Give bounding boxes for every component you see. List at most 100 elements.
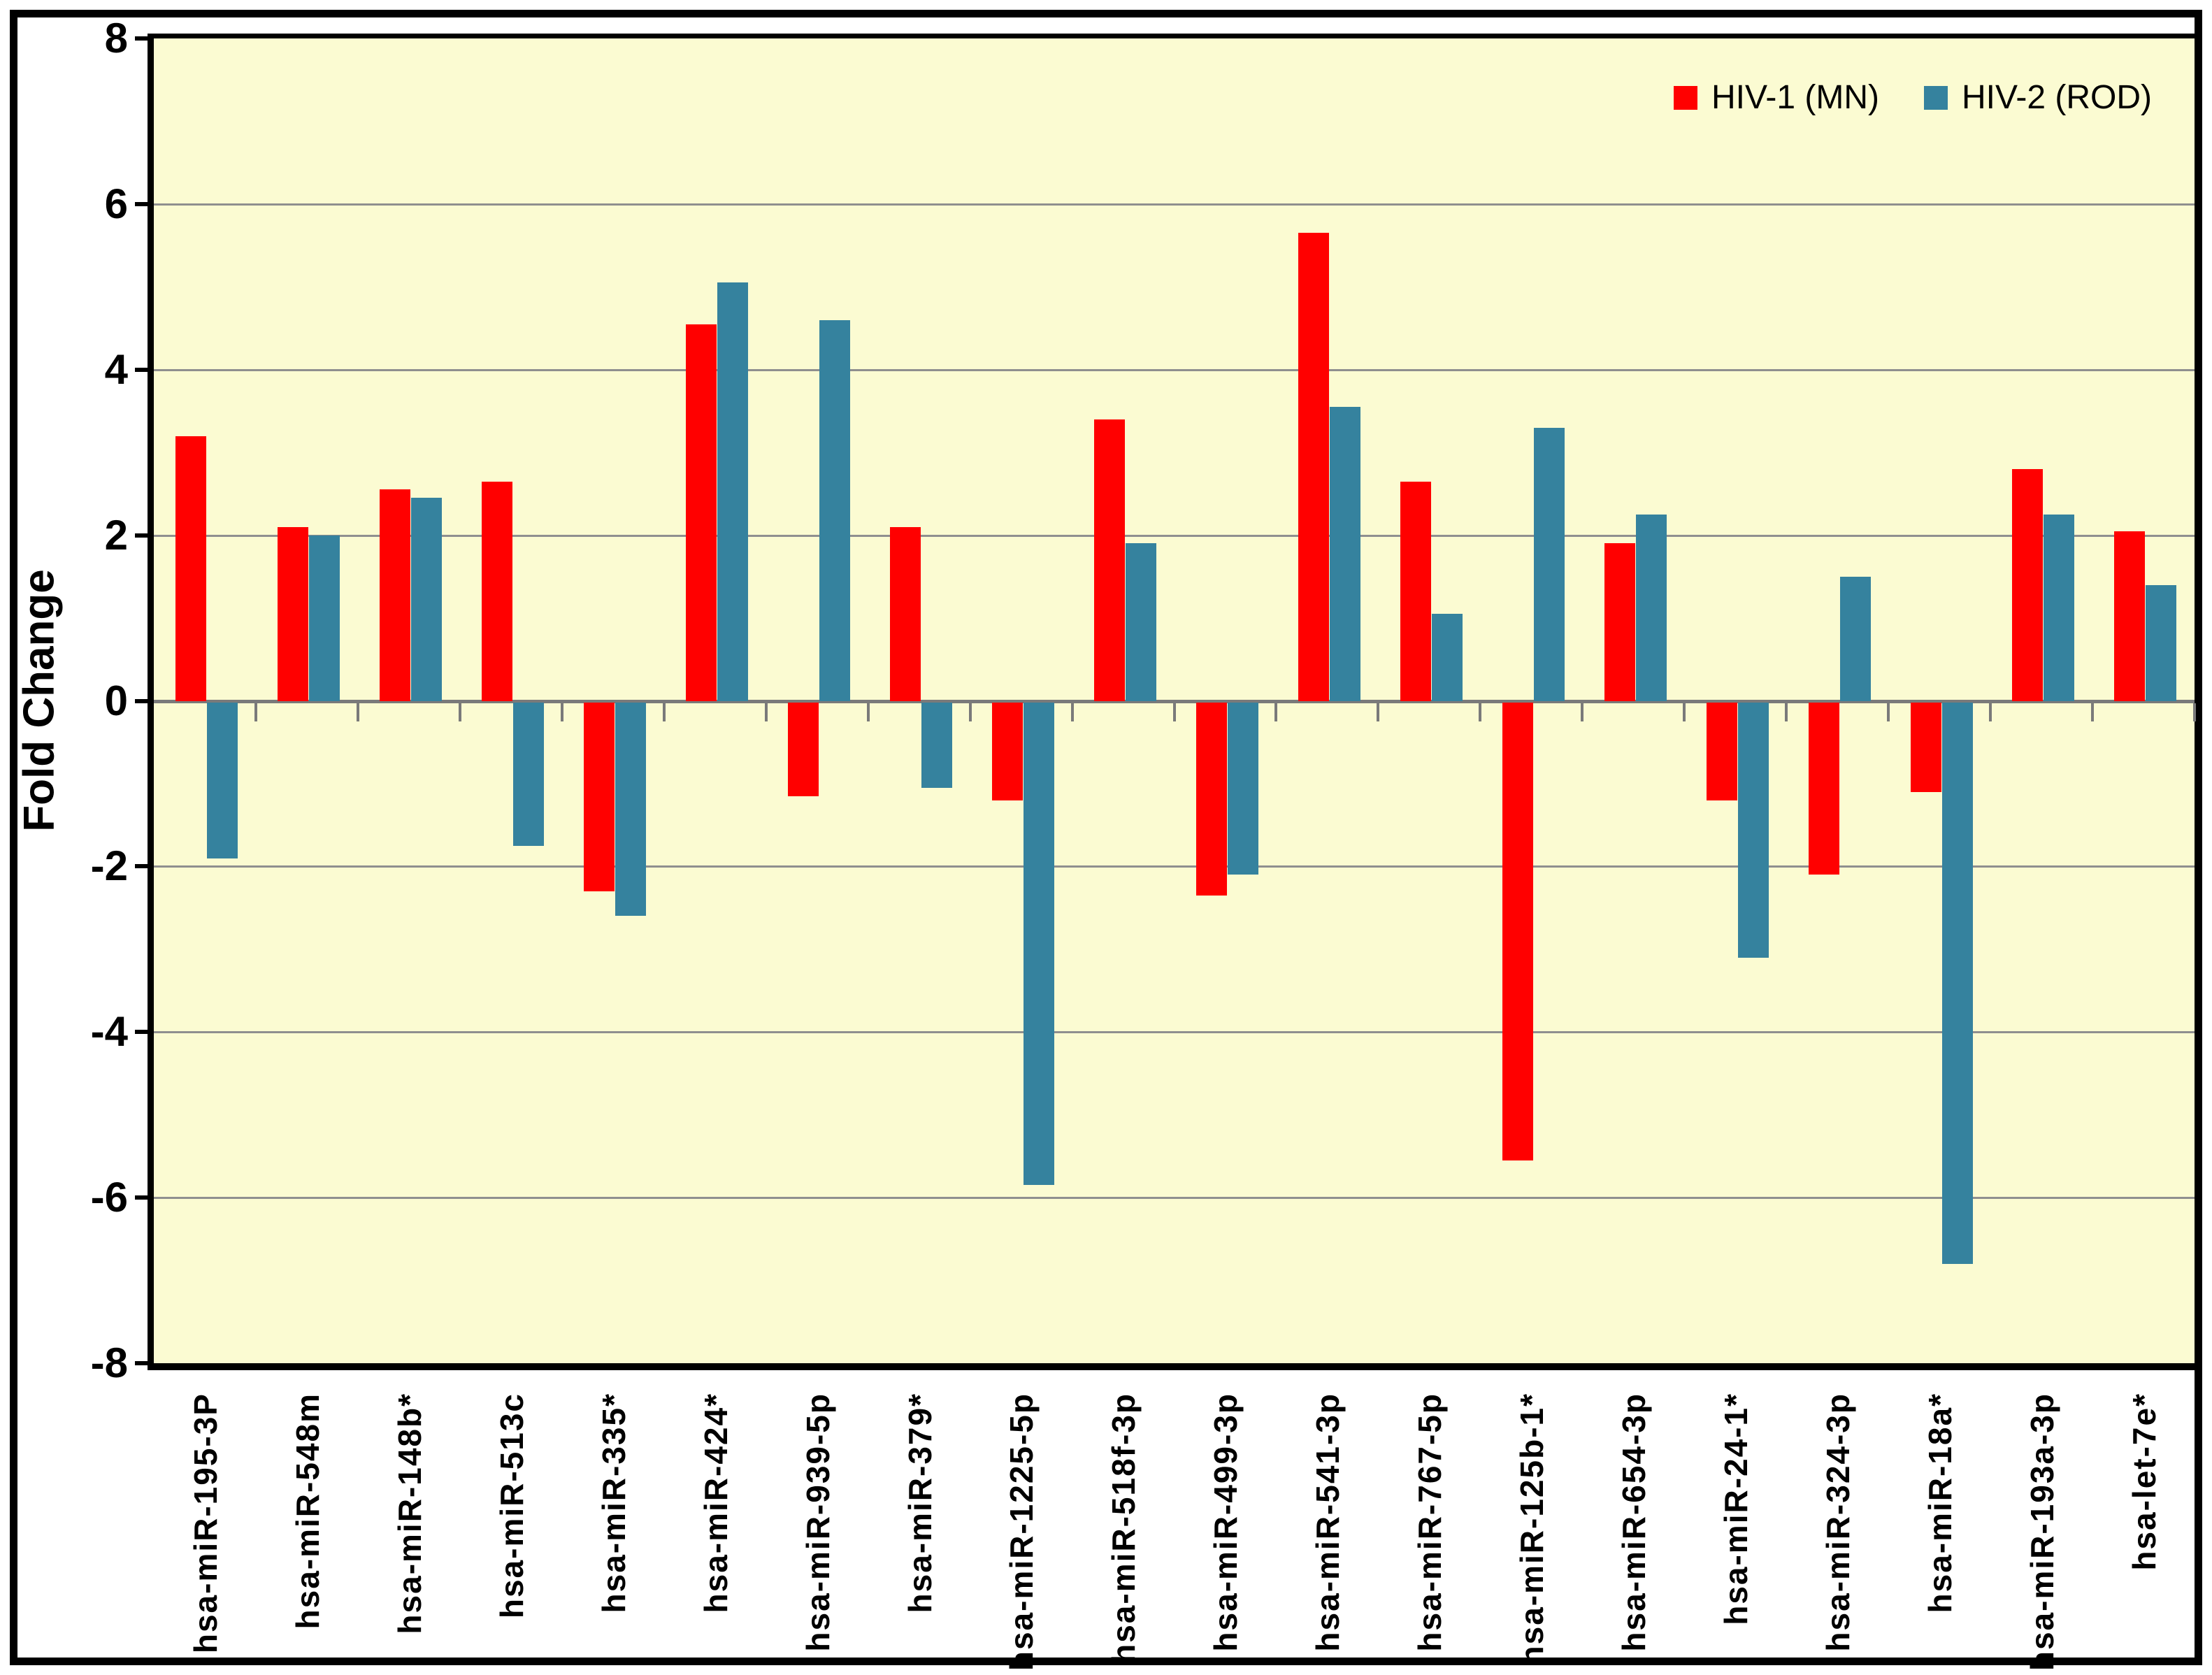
category-label: hsa-miR-148b* [392, 1393, 428, 1634]
bar-hiv2 [1840, 576, 1871, 701]
legend-swatch-hiv1-icon [1673, 86, 1697, 110]
bar-hiv2 [1126, 543, 1156, 701]
bar-hiv1 [482, 481, 512, 701]
category-label: hsa-miR-1225-5p [1003, 1393, 1040, 1672]
x-tick [2193, 703, 2196, 721]
bar-hiv1 [686, 324, 717, 701]
x-tick [1070, 703, 1074, 721]
x-tick [1479, 703, 1482, 721]
bar-hiv2 [411, 498, 442, 701]
x-tick [1581, 703, 1584, 721]
y-tick-label: -4 [90, 1008, 128, 1056]
category-label: hsa-miR-379* [902, 1393, 938, 1613]
bar-hiv2 [819, 319, 850, 701]
bar-hiv2 [1024, 702, 1054, 1186]
y-tick [135, 1195, 148, 1200]
y-tick-label: -6 [90, 1174, 128, 1221]
category-label: hsa-miR-324-3p [1820, 1393, 1856, 1652]
bar-hiv1 [175, 436, 206, 701]
category-label: hsa-miR-939-5p [800, 1393, 836, 1652]
category-label: hsa-miR-513c [494, 1393, 530, 1619]
bar-hiv1 [788, 702, 819, 796]
bar-hiv2 [309, 535, 340, 701]
x-tick [1172, 703, 1176, 721]
bar-hiv1 [1604, 543, 1635, 701]
category-label: hsa-miR-499-3p [1207, 1393, 1244, 1652]
y-tick-label: -8 [90, 1339, 128, 1386]
x-tick [1989, 703, 1992, 721]
x-tick [458, 703, 461, 721]
bar-hiv1 [1502, 702, 1533, 1160]
legend-label-hiv2: HIV-2 (ROD) [1961, 79, 2152, 116]
category-label: hsa-miR-18a* [1922, 1393, 1958, 1613]
y-tick [135, 201, 148, 206]
bar-hiv2 [921, 702, 952, 788]
bar-hiv1 [1400, 481, 1431, 701]
legend: HIV-1 (MN) HIV-2 (ROD) [1673, 78, 2152, 117]
bar-hiv1 [1298, 233, 1329, 701]
bar-hiv1 [380, 489, 410, 701]
category-label: hsa-miR-125b-1* [1514, 1393, 1550, 1666]
category-label: hsa-miR-654-3p [1616, 1393, 1652, 1652]
x-tick [1377, 703, 1380, 721]
bar-hiv1 [278, 526, 308, 701]
y-tick [135, 864, 148, 869]
y-tick-label: 0 [104, 677, 128, 724]
y-tick [135, 1361, 148, 1365]
bar-hiv1 [584, 702, 615, 891]
x-tick [1683, 703, 1686, 721]
category-label: hsa-miR-335* [596, 1393, 632, 1613]
bar-hiv1 [2012, 468, 2043, 701]
x-tick [968, 703, 972, 721]
legend-item-hiv2: HIV-2 (ROD) [1923, 78, 2152, 117]
category-label: hsa-miR-518f-3p [1105, 1393, 1142, 1664]
bar-hiv2 [1942, 702, 1973, 1264]
bar-hiv2 [207, 702, 238, 858]
bar-hiv1 [2114, 531, 2145, 701]
gridline [154, 1031, 2195, 1034]
x-tick [254, 703, 257, 721]
x-tick [2091, 703, 2095, 721]
category-label: hsa-miR-195-3P [187, 1393, 224, 1654]
zero-line [154, 699, 2195, 703]
x-tick [1785, 703, 1788, 721]
x-tick [560, 703, 563, 721]
gridline [154, 534, 2195, 537]
bar-hiv2 [1636, 515, 1667, 701]
bar-hiv2 [615, 702, 646, 916]
x-tick [764, 703, 768, 721]
bar-hiv2 [1534, 427, 1565, 701]
legend-item-hiv1: HIV-1 (MN) [1673, 78, 1879, 117]
bar-hiv2 [1330, 407, 1360, 701]
y-tick-label: -2 [90, 842, 128, 890]
bar-hiv2 [717, 282, 748, 701]
y-tick-label: 4 [104, 345, 128, 393]
y-tick [135, 36, 148, 41]
bar-hiv1 [992, 702, 1023, 800]
y-tick-label: 8 [104, 15, 128, 62]
gridline [154, 203, 2195, 206]
bar-hiv2 [2146, 584, 2176, 701]
bar-hiv1 [1707, 702, 1737, 800]
bar-hiv1 [1094, 419, 1125, 701]
gridline [154, 368, 2195, 371]
y-tick [135, 533, 148, 538]
x-tick [356, 703, 359, 721]
y-tick [135, 367, 148, 372]
legend-swatch-hiv2-icon [1923, 86, 1948, 110]
x-tick [1887, 703, 1890, 721]
gridline [154, 865, 2195, 868]
x-tick [662, 703, 666, 721]
bar-hiv1 [1196, 702, 1227, 896]
x-tick [866, 703, 870, 721]
category-label: hsa-let-7e* [2126, 1393, 2162, 1571]
category-label: hsa-miR-767-5p [1412, 1393, 1448, 1652]
bar-hiv2 [513, 702, 544, 846]
bar-hiv2 [2044, 515, 2074, 701]
bar-hiv1 [1809, 702, 1839, 875]
category-label: hsa-miR-541-3p [1309, 1393, 1346, 1652]
y-tick [135, 1030, 148, 1035]
bar-hiv1 [890, 526, 921, 701]
category-label: hsa-miR-424* [698, 1393, 734, 1613]
